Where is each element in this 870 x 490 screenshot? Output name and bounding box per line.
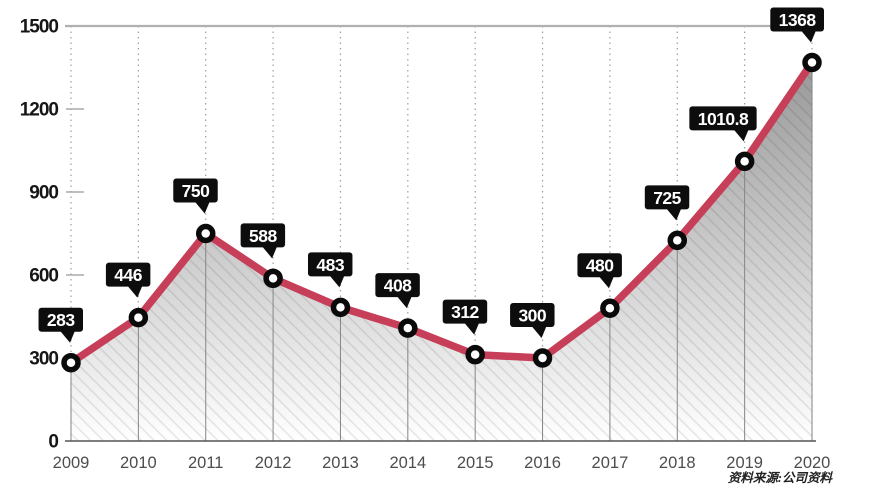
data-point-label-tail <box>733 129 749 142</box>
x-tick-label: 2009 <box>53 454 90 472</box>
data-point-label-box <box>38 307 83 332</box>
data-points <box>61 52 822 373</box>
data-point-label-tail <box>801 30 816 43</box>
data-point-label: 750 <box>173 178 218 214</box>
data-point-marker <box>734 151 755 172</box>
data-point-label-text: 1368 <box>779 10 817 30</box>
data-point-marker <box>600 298 620 318</box>
data-point-marker <box>128 307 149 328</box>
data-point-label-text: 725 <box>653 188 681 208</box>
data-point-label-box <box>644 185 690 210</box>
data-point-marker <box>195 223 216 244</box>
data-point-label-box <box>577 253 622 278</box>
data-point-label-text: 446 <box>114 265 142 285</box>
data-point-label: 480 <box>577 253 622 289</box>
data-point-label-box <box>375 273 420 298</box>
data-point-label-tail <box>329 275 345 288</box>
x-tick-label: 2018 <box>659 454 696 472</box>
data-point-label-text: 283 <box>47 310 75 330</box>
data-point-label-box <box>442 299 488 324</box>
data-point-label-box <box>770 7 824 32</box>
area-hatch <box>71 62 812 442</box>
data-point-marker <box>330 297 351 318</box>
x-axis-labels: 2009 2010 2011 2012 2013 2014 2015 2016 2017 2018… <box>53 454 831 472</box>
data-point-label-box <box>240 223 286 248</box>
x-tick-label: 2019 <box>726 454 763 472</box>
data-point-label: 446 <box>105 262 151 298</box>
x-tick-label: 2012 <box>255 454 292 472</box>
y-tick-label: 1500 <box>20 17 59 38</box>
x-tick-label: 2011 <box>188 454 223 472</box>
data-point-label-text: 1010.8 <box>698 109 749 129</box>
data-point-marker <box>532 348 553 368</box>
data-point-marker <box>61 352 81 373</box>
data-point-label-text: 312 <box>451 302 479 322</box>
y-tick-label: 0 <box>48 432 58 453</box>
data-point-labels: 283 446 750 588 483 408 312 300 480 725 1010.8 1368 <box>38 7 824 343</box>
x-tick-label: 2014 <box>389 454 426 472</box>
data-point-label: 725 <box>644 185 690 221</box>
data-point-label-text: 408 <box>384 276 412 296</box>
data-point-label-text: 588 <box>249 226 277 246</box>
y-tick-label: 900 <box>29 183 58 204</box>
data-point-label-tail <box>127 285 143 298</box>
data-point-label-text: 750 <box>182 181 210 201</box>
x-tick-label: 2010 <box>120 454 157 472</box>
data-point-marker <box>465 344 485 365</box>
data-point-label: 312 <box>442 299 488 335</box>
data-point-label-tail <box>531 326 547 338</box>
area-fill <box>71 62 812 442</box>
x-tick-label: 2020 <box>794 454 831 472</box>
y-axis-labels: 0 300 600 900 1200 1500 <box>20 17 60 453</box>
data-point-label: 408 <box>375 273 420 309</box>
x-tick-label: 2016 <box>524 454 561 472</box>
data-point-marker <box>398 318 418 338</box>
data-point-label-box <box>689 106 757 131</box>
data-point-label: 1010.8 <box>689 106 757 142</box>
source-note: 资料来源:公司资料 <box>727 471 832 485</box>
series-line <box>67 58 816 367</box>
data-point-label-text: 300 <box>518 306 546 326</box>
data-point-marker <box>802 52 822 73</box>
data-point-marker <box>667 230 688 251</box>
data-point-label-tail <box>598 276 614 289</box>
data-point-label: 300 <box>510 303 555 338</box>
y-tick-label: 600 <box>29 266 58 287</box>
x-tick-label: 2017 <box>592 454 629 472</box>
data-point-label-tail <box>396 296 412 309</box>
data-point-label-box <box>510 303 555 327</box>
data-point-label-tail <box>262 246 278 259</box>
y-tick-label: 300 <box>29 349 58 370</box>
data-point-label-tail <box>60 330 75 343</box>
x-tick-label: 2013 <box>322 454 359 472</box>
data-point-label-tail <box>194 201 210 214</box>
data-point-label-text: 483 <box>316 255 344 275</box>
data-point-label-box <box>307 252 353 277</box>
data-point-marker <box>263 268 283 289</box>
drop-lines <box>70 62 813 441</box>
x-tick-label: 2015 <box>457 454 494 472</box>
data-point-label: 483 <box>307 252 353 288</box>
data-point-label-tail <box>464 322 480 335</box>
data-point-label-box <box>105 262 151 287</box>
data-point-label-box <box>173 178 218 203</box>
data-point-label: 1368 <box>770 7 824 43</box>
data-point-label-text: 480 <box>586 256 614 276</box>
data-point-label: 588 <box>240 223 286 259</box>
data-point-label-tail <box>666 208 682 221</box>
y-tick-label: 1200 <box>20 100 59 121</box>
data-point-label: 283 <box>38 307 83 343</box>
